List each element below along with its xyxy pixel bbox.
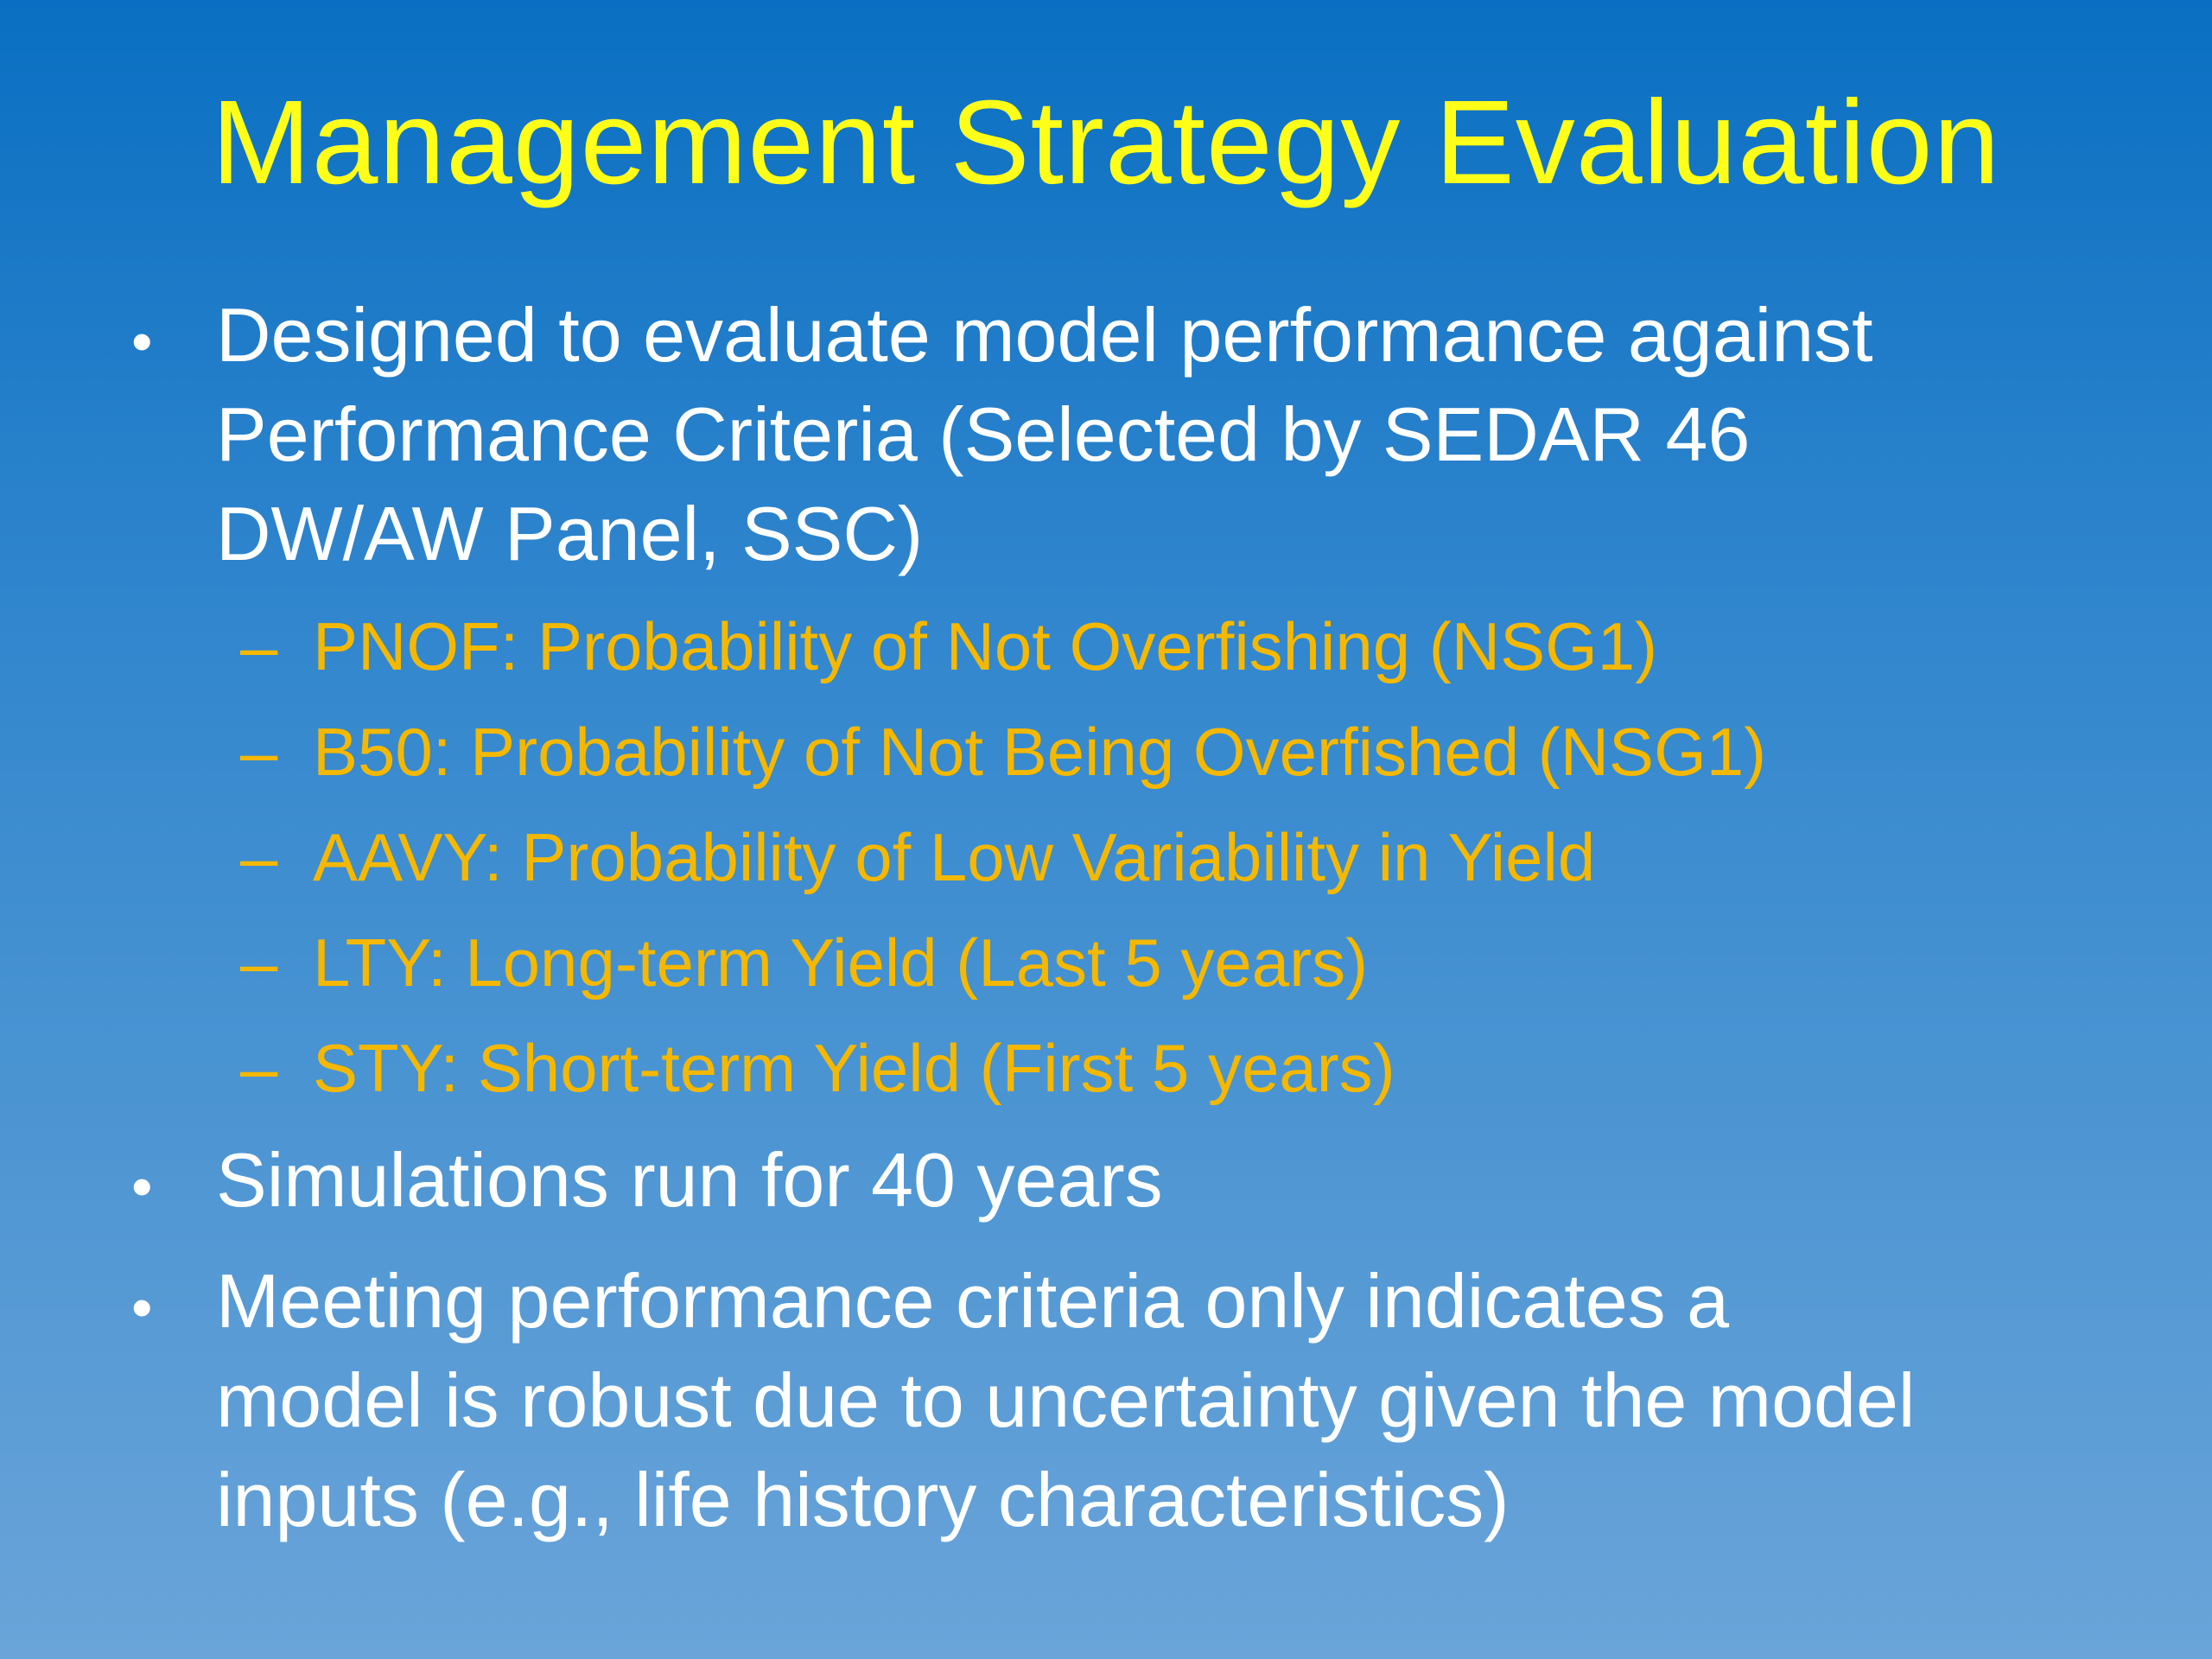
bullet-3-line-1: Meeting performance criteria only indica… <box>216 1258 1730 1344</box>
sub-bullet-marker: – <box>240 1030 278 1106</box>
bullet-marker: • <box>131 308 153 375</box>
sub-item-1-text: PNOF: Probability of Not Overfishing (NS… <box>313 608 1658 684</box>
sub-bullet-marker: – <box>240 714 278 790</box>
sub-bullet-marker: – <box>240 608 278 684</box>
sub-item-4-text: LTY: Long-term Yield (Last 5 years) <box>313 925 1369 1001</box>
sub-item-5-text: STY: Short-term Yield (First 5 years) <box>313 1030 1395 1106</box>
bullet-1-line-2: Performance Criteria (Selected by SEDAR … <box>216 391 1751 477</box>
slide-title: Management Strategy Evaluation <box>211 76 2001 209</box>
bullet-3-line-3: inputs (e.g., life history characteristi… <box>216 1457 1510 1542</box>
sub-item-3-text: AAVY: Probability of Low Variability in … <box>313 819 1596 895</box>
sub-bullet-marker: – <box>240 925 278 1001</box>
sub-item-2-text: B50: Probability of Not Being Overfished… <box>313 714 1767 790</box>
bullet-1-line-1: Designed to evaluate model performance a… <box>216 292 1873 378</box>
bullet-marker: • <box>131 1274 153 1341</box>
bullet-3-line-2: model is robust due to uncertainty given… <box>216 1357 1916 1443</box>
bullet-marker: • <box>131 1153 153 1220</box>
bullet-1-line-3: DW/AW Panel, SSC) <box>216 491 924 576</box>
sub-bullet-marker: – <box>240 819 278 895</box>
bullet-2-line-1: Simulations run for 40 years <box>216 1137 1163 1223</box>
